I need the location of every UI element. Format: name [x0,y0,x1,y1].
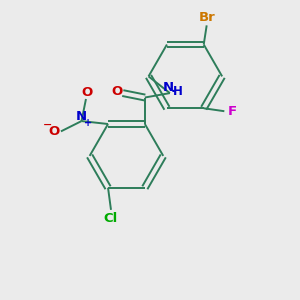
Text: ·: · [171,85,176,98]
Text: −: − [43,120,52,130]
Text: F: F [228,105,237,118]
Text: N: N [163,81,174,94]
Text: Br: Br [198,11,215,24]
Text: H: H [173,85,183,98]
Text: O: O [49,125,60,138]
Text: O: O [112,85,123,98]
Text: +: + [84,118,92,128]
Text: Cl: Cl [104,212,118,225]
Text: N: N [76,110,87,123]
Text: O: O [81,86,92,99]
